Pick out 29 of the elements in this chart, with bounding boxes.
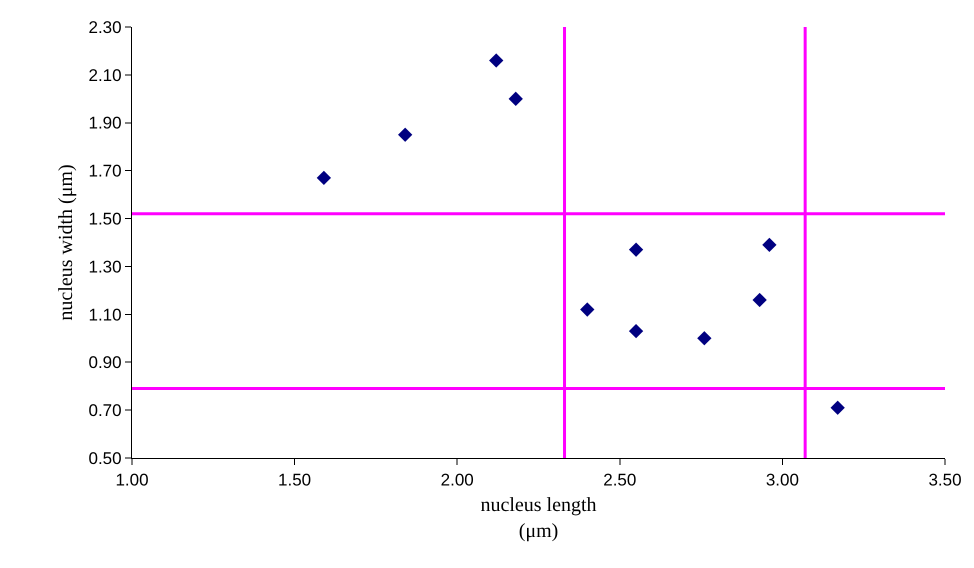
point xyxy=(489,53,504,68)
y-axis-title: nucleus width (μm) xyxy=(55,164,78,321)
y-tick-label: 1.10 xyxy=(88,305,122,324)
x-tick-label: 3.50 xyxy=(928,470,962,490)
point xyxy=(628,242,644,257)
y-tick-label: 0.70 xyxy=(88,401,122,420)
y-tick-label: 0.50 xyxy=(88,448,122,468)
y-tick-label: 2.30 xyxy=(88,18,122,37)
point xyxy=(628,324,644,338)
x-tick-label: 1.50 xyxy=(278,470,312,490)
x-tick-label: 2.50 xyxy=(603,470,636,490)
y-tick-label: 1.30 xyxy=(88,257,122,276)
point xyxy=(580,302,594,317)
x-axis-title: nucleus length (μm) xyxy=(480,494,597,542)
point xyxy=(830,400,845,415)
point xyxy=(508,92,523,106)
y-tick-label: 1.70 xyxy=(88,162,122,181)
point xyxy=(697,331,712,346)
point xyxy=(752,292,767,308)
x-tick-label: 1.00 xyxy=(115,470,149,490)
point xyxy=(316,170,332,185)
y-tick-label: 0.90 xyxy=(88,353,122,372)
y-tick-label: 2.10 xyxy=(88,66,122,85)
y-tick-label: 1.50 xyxy=(88,210,122,229)
y-tick-label: 1.90 xyxy=(88,114,122,133)
x-tick-label: 3.00 xyxy=(766,470,799,490)
point xyxy=(398,128,412,142)
point xyxy=(762,238,777,252)
x-tick-label: 2.00 xyxy=(440,470,474,490)
